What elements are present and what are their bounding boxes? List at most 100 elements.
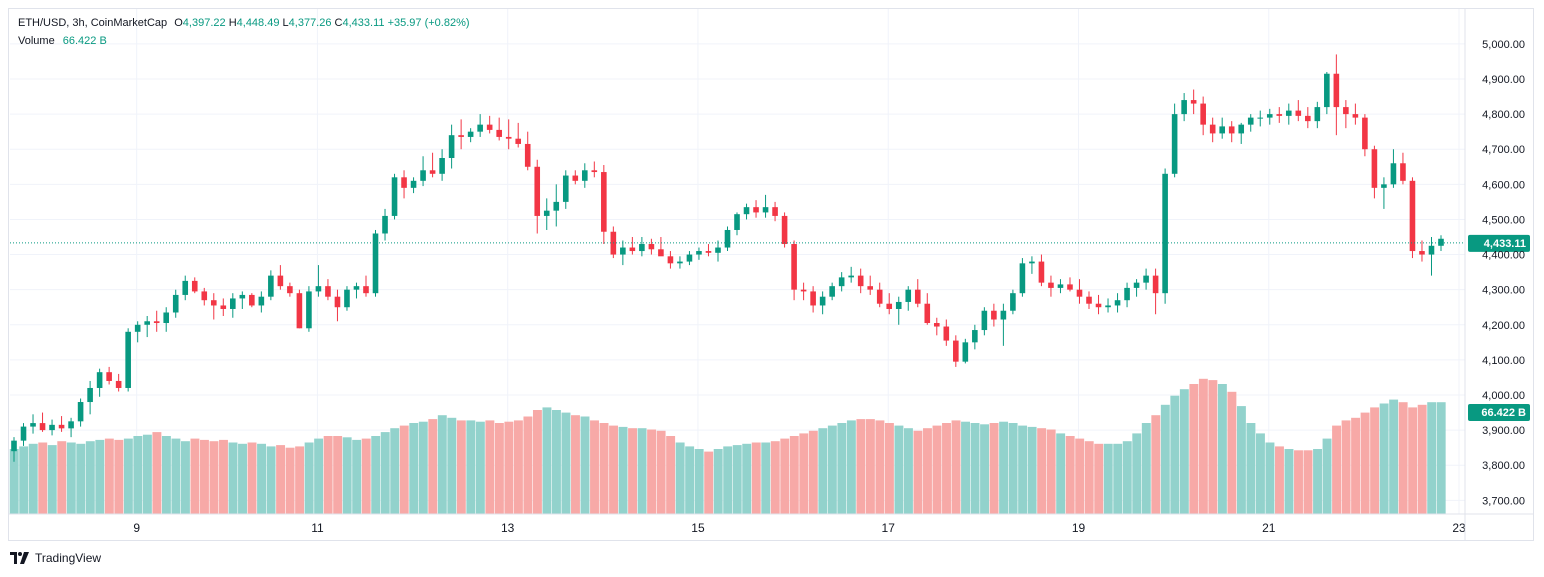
candle-body (1343, 107, 1349, 115)
y-tick-label: 4,600.00 (1482, 179, 1525, 191)
volume-bar (1170, 395, 1180, 514)
volume-bar (1217, 384, 1227, 514)
volume-bar (19, 446, 29, 514)
high-value: 4,448.49 (236, 17, 280, 29)
candle-body (620, 247, 626, 255)
volume-bar (675, 442, 685, 514)
candle-body (895, 301, 902, 309)
candle-body (914, 289, 921, 304)
candle-body (886, 303, 893, 309)
candle-body (677, 261, 683, 264)
candle-body (382, 215, 388, 234)
candle-body (258, 296, 265, 306)
volume-bar (580, 416, 590, 514)
candle-body (467, 131, 474, 137)
y-tick-label: 4,300.00 (1482, 285, 1525, 297)
volume-bar (142, 434, 152, 514)
volume-bar (1160, 404, 1170, 514)
candle-body (924, 303, 931, 324)
candle-body (201, 291, 208, 301)
candle-body (144, 321, 150, 325)
volume-bar (1122, 441, 1132, 514)
volume-bar (1389, 399, 1399, 514)
candle-body (696, 251, 702, 255)
candle-body (1352, 114, 1359, 118)
candle-body (648, 244, 655, 250)
candle-body (353, 286, 360, 290)
candle-body (96, 372, 103, 388)
volume-bar (951, 420, 961, 514)
candle-body (58, 424, 65, 429)
volume-bar (770, 441, 780, 514)
candle-body (505, 136, 512, 139)
candle-body (420, 170, 426, 181)
candle-body (134, 324, 141, 332)
x-tick-label: 15 (691, 521, 705, 535)
candle-body (981, 310, 988, 331)
candle-body (667, 256, 674, 264)
tradingview-brand[interactable]: TradingView (10, 551, 101, 565)
close-label: C (334, 17, 343, 29)
volume-bar (599, 423, 609, 514)
volume-bar (475, 421, 485, 514)
volume-bar (1027, 426, 1037, 514)
volume-bar (1427, 402, 1437, 514)
volume-bar (1379, 403, 1389, 514)
volume-bar (1398, 402, 1408, 514)
volume-value: 66.422 B (62, 35, 107, 47)
candle-body (325, 286, 331, 297)
candle-body (762, 207, 769, 213)
ohlc-legend: ETH/USD, 3h, CoinMarketCap O4,397.22 H4,… (18, 17, 470, 29)
candle-body (1143, 275, 1149, 283)
volume-bar (561, 412, 571, 514)
candle-body (1124, 287, 1130, 301)
candle-body (77, 402, 84, 422)
volume-bar (428, 419, 438, 514)
volume-bar (314, 438, 324, 514)
candle-body (1362, 117, 1368, 150)
candle-body (991, 310, 997, 320)
candle-body (1333, 73, 1340, 108)
chart-frame (8, 8, 1534, 541)
volume-bar (894, 425, 904, 514)
x-tick-label: 23 (1452, 521, 1466, 535)
volume-bar (66, 442, 76, 514)
candle-body (1295, 110, 1302, 116)
candle-body (182, 280, 189, 295)
y-tick-label: 3,700.00 (1482, 495, 1525, 507)
candle-body (20, 426, 27, 441)
volume-bar (1056, 433, 1066, 514)
volume-bar (780, 438, 790, 514)
volume-bar (1046, 429, 1056, 514)
volume-bar (456, 420, 466, 514)
candle-body (172, 294, 179, 313)
volume-bar (523, 416, 533, 514)
candle-body (772, 207, 778, 216)
volume-bar (228, 442, 238, 514)
volume-bar (970, 423, 980, 514)
brand-name: TradingView (35, 551, 102, 565)
volume-bar (846, 420, 856, 514)
volume-bar (38, 442, 48, 514)
y-tick-label: 5,000.00 (1482, 39, 1525, 51)
candle-body (1209, 124, 1216, 134)
candle-body (220, 305, 227, 309)
volume-bar (1132, 433, 1142, 514)
y-tick-label: 4,900.00 (1482, 74, 1525, 86)
candle-body (1114, 300, 1121, 306)
candle-body (1029, 261, 1035, 264)
open-label: O (174, 17, 183, 29)
volume-bar (1198, 378, 1208, 514)
candle-body (1247, 117, 1254, 125)
volume-bar (1436, 402, 1446, 514)
close-value: 4,433.11 (342, 17, 385, 29)
volume-bar (1408, 407, 1418, 514)
volume-bar (856, 419, 866, 514)
volume-bar (808, 430, 818, 514)
volume-bar (980, 424, 990, 514)
candle-body (1162, 173, 1168, 294)
y-tick-label: 4,200.00 (1482, 320, 1525, 332)
volume-bar (152, 432, 162, 514)
candle-body (153, 321, 160, 324)
